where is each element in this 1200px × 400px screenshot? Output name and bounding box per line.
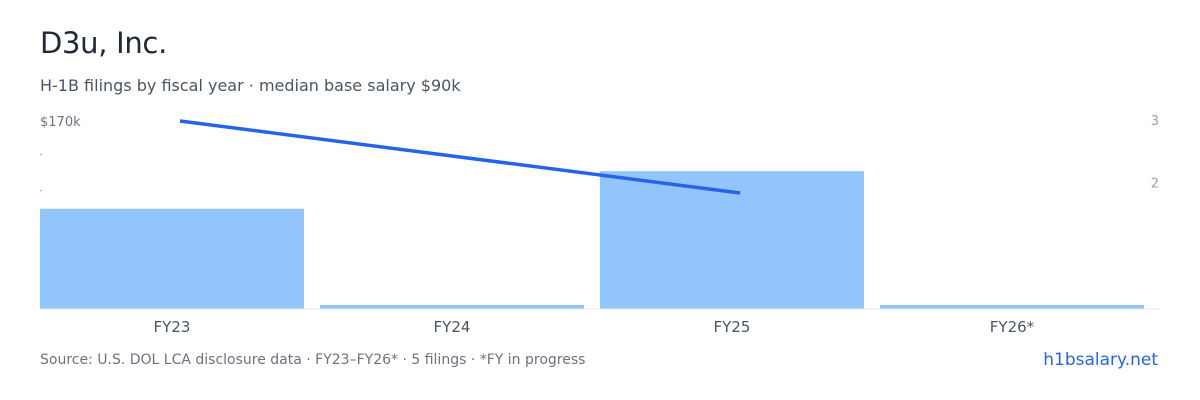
site-link[interactable]: h1bsalary.net: [1043, 350, 1158, 370]
x-tick-label: FY23: [154, 318, 191, 336]
right-axis-tick-label: 2: [1151, 177, 1159, 192]
right-axis-tick-label: 3: [1151, 114, 1159, 129]
bar-fy25: [600, 171, 864, 309]
bar-fy23: [40, 208, 304, 309]
left-axis-tick-mark: [40, 154, 42, 155]
left-axis-tick-mark: [40, 190, 42, 191]
bar-fy24: [320, 305, 584, 309]
left-axis-tick-label: $170k: [40, 115, 81, 130]
x-tick-label: FY26*: [990, 318, 1035, 336]
chart-subtitle: H-1B filings by fiscal year · median bas…: [40, 76, 461, 95]
chart-title: D3u, Inc.: [40, 26, 167, 60]
salary-line: [179, 119, 741, 195]
x-tick-label: FY24: [434, 318, 471, 336]
footer-source: Source: U.S. DOL LCA disclosure data · F…: [40, 352, 586, 368]
x-tick-label: FY25: [714, 318, 751, 336]
bar-fy26-partial: [880, 305, 1144, 309]
